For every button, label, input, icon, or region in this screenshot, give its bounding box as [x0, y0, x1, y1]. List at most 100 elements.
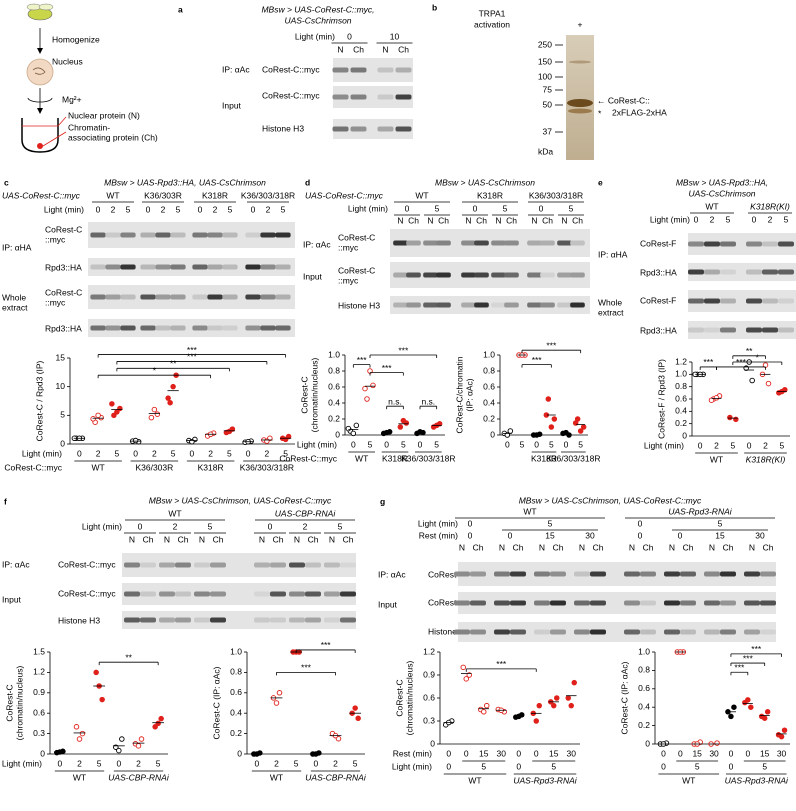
- x-tick-label: 0: [351, 439, 356, 449]
- band: [534, 629, 550, 635]
- band: [746, 298, 762, 304]
- band: [340, 562, 356, 568]
- x-tick-label: 0: [313, 758, 318, 768]
- label: activation: [474, 19, 510, 29]
- lane-label: N: [499, 542, 505, 552]
- row-label: CoRest-C::myc: [4, 462, 62, 472]
- band: [720, 571, 736, 577]
- workflow-diagram: [21, 3, 67, 153]
- band: [332, 67, 349, 73]
- genotype: MBsw > UAS-CsChrimson: [435, 177, 535, 187]
- group-label: WT: [106, 190, 119, 200]
- data-point: [713, 395, 720, 401]
- band: [590, 629, 606, 635]
- group-label: WT: [682, 775, 695, 785]
- band: [289, 591, 305, 597]
- x-tick-label: 0: [254, 758, 259, 768]
- band: [534, 600, 550, 606]
- data-point: [111, 412, 117, 419]
- significance: ***: [321, 640, 332, 650]
- band: [124, 562, 140, 568]
- band: [170, 294, 186, 300]
- band: [550, 571, 566, 577]
- data-point: [154, 411, 161, 417]
- row-label: Rpd3::HA: [640, 325, 677, 335]
- band: [504, 240, 519, 246]
- light-label: 0: [516, 761, 521, 771]
- band: [590, 600, 606, 606]
- band: [574, 571, 590, 577]
- band: [760, 600, 776, 606]
- band: [105, 232, 121, 238]
- x-tick-label: 0: [505, 439, 510, 449]
- band: [305, 617, 321, 623]
- row-label: CoRest-C: [338, 232, 375, 242]
- data-point: [93, 669, 99, 676]
- light-label: 5: [784, 214, 789, 224]
- band: [120, 294, 136, 300]
- significance: ***: [301, 663, 312, 673]
- lane-label: N: [539, 542, 545, 552]
- significance: ***: [703, 357, 714, 367]
- data-point: [148, 414, 155, 421]
- lane-label: Ch: [643, 542, 654, 552]
- genotype: UAS-CsChrimson: [688, 188, 755, 198]
- band: [210, 617, 226, 623]
- group-label: K36/303/318R: [240, 462, 294, 472]
- panel-letter: c: [4, 177, 9, 187]
- x-tick-label: 0: [77, 448, 82, 458]
- data-point: [781, 727, 788, 733]
- band: [207, 294, 223, 300]
- band: [90, 232, 106, 238]
- band: [436, 302, 451, 308]
- lane-label: Ch: [553, 542, 564, 552]
- row-label: Rpd3::HA: [45, 262, 82, 272]
- data-point: [353, 422, 360, 429]
- row-label: CoRest-C::myc: [279, 453, 337, 463]
- label: TRPA1: [479, 8, 506, 18]
- band: [540, 302, 555, 308]
- panel-letter: d: [305, 177, 310, 187]
- data-point: [545, 396, 552, 402]
- y-tick-label: 1.2: [423, 646, 435, 656]
- band: [510, 571, 526, 577]
- band: [222, 232, 238, 238]
- band: [140, 264, 156, 270]
- light-label: 2: [161, 204, 166, 214]
- group-label: WT: [73, 772, 86, 782]
- significance: ***: [743, 653, 754, 663]
- group-label: UAS-Rpd3-RNAi: [513, 775, 577, 785]
- band: [194, 591, 210, 597]
- band: [510, 600, 526, 606]
- lane-label: Ch: [723, 542, 734, 552]
- section-label: IP: αAc: [378, 569, 406, 579]
- band: [105, 294, 121, 300]
- x-tick-label: 15: [760, 748, 770, 758]
- data-point: [551, 702, 557, 709]
- data-point: [155, 720, 161, 727]
- band: [762, 327, 778, 333]
- row-label: CoRest-F: [640, 295, 676, 305]
- section-label: IP: αHA: [2, 242, 32, 252]
- group-label: WT: [355, 453, 368, 463]
- band: [395, 126, 412, 132]
- lane-label: Ch: [763, 542, 774, 552]
- x-tick-label: 0: [661, 748, 666, 758]
- rest-label: 0: [638, 530, 643, 540]
- band: [270, 591, 286, 597]
- band: [207, 325, 223, 331]
- light-label: 5: [569, 203, 574, 213]
- band: [640, 629, 656, 635]
- lane-label: N: [629, 542, 635, 552]
- band: [395, 94, 412, 100]
- label: Chromatin-: [68, 122, 110, 132]
- y-tick-label: 0.4: [675, 406, 687, 416]
- data-point: [76, 736, 83, 742]
- band: [275, 232, 291, 238]
- band: [688, 327, 704, 333]
- y-tick-label: 0.4: [638, 701, 650, 711]
- row-label: CoRest-C: [45, 224, 82, 234]
- axis-label: Light (min): [418, 518, 458, 528]
- band: [461, 240, 476, 246]
- lane-label: N: [199, 534, 205, 544]
